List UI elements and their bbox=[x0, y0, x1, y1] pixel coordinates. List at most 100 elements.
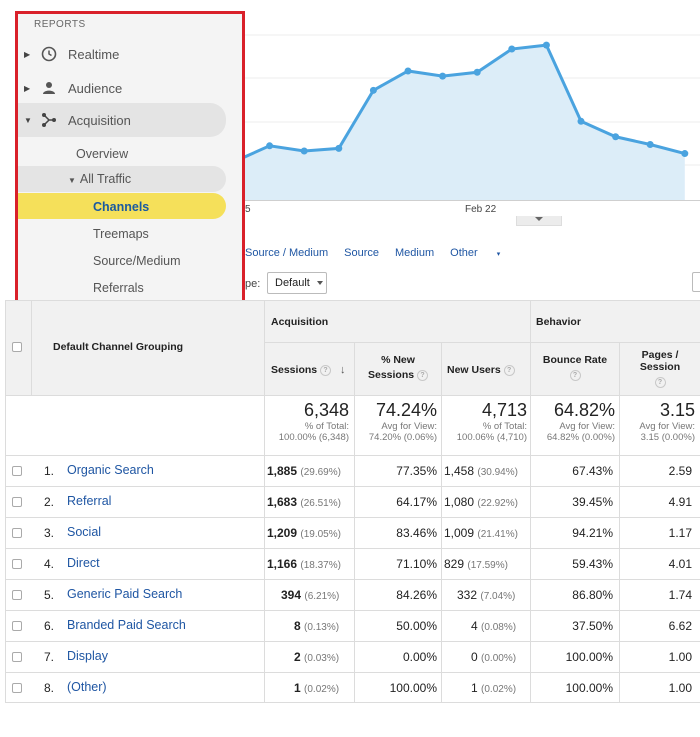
chevron-down-icon: ▾ bbox=[496, 251, 501, 258]
col-label: New Users bbox=[447, 364, 501, 376]
table-row[interactable]: 1. Organic Search 1,885 (29.69%) 77.35% … bbox=[5, 456, 700, 487]
channel-link[interactable]: Social bbox=[67, 525, 102, 539]
channel-link[interactable]: (Other) bbox=[67, 680, 107, 694]
sidebar-item-overview[interactable]: Overview bbox=[76, 147, 129, 161]
channel-link[interactable]: Direct bbox=[67, 556, 100, 570]
total-value: 3.15 bbox=[659, 400, 695, 420]
chart-data-point[interactable] bbox=[508, 45, 516, 53]
select-all-checkbox[interactable] bbox=[12, 342, 22, 352]
sidebar-item-treemaps[interactable]: Treemaps bbox=[93, 227, 149, 241]
new-users-cell: 1,009 (21.41%) bbox=[444, 526, 518, 540]
chart-data-point[interactable] bbox=[646, 141, 654, 149]
sessions-cell: 2 (0.03%) bbox=[294, 650, 339, 664]
divider bbox=[530, 300, 531, 703]
tab-source-medium[interactable]: Source / Medium bbox=[245, 247, 329, 259]
chart-data-point[interactable] bbox=[439, 72, 447, 80]
help-icon[interactable]: ? bbox=[569, 369, 581, 381]
sidebar-item-source-medium[interactable]: Source/Medium bbox=[93, 254, 181, 268]
tab-source[interactable]: Source bbox=[344, 247, 380, 259]
pages-session-cell: 1.74 bbox=[668, 588, 692, 602]
row-checkbox[interactable] bbox=[12, 497, 22, 507]
chart-data-point[interactable] bbox=[335, 144, 343, 152]
col-header-sessions[interactable]: Sessions ? ↓ bbox=[271, 364, 345, 376]
table-header bbox=[5, 300, 700, 395]
new-sessions-cell: 77.35% bbox=[396, 464, 437, 478]
total-sub: 74.20% (0.06%) bbox=[368, 432, 437, 443]
sessions-cell: 1,209 (19.05%) bbox=[267, 526, 341, 540]
total-value: 64.82% bbox=[553, 400, 615, 420]
channel-link[interactable]: Organic Search bbox=[67, 463, 154, 477]
pages-session-cell: 1.00 bbox=[668, 650, 692, 664]
col-header-new-sessions[interactable]: % New Sessions ? bbox=[357, 354, 439, 381]
partial-control[interactable] bbox=[692, 272, 700, 292]
channel-link[interactable]: Branded Paid Search bbox=[67, 618, 186, 632]
row-checkbox[interactable] bbox=[12, 621, 22, 631]
row-checkbox[interactable] bbox=[12, 590, 22, 600]
help-icon[interactable]: ? bbox=[654, 376, 666, 388]
help-icon[interactable]: ? bbox=[417, 369, 429, 381]
sidebar-item-audience[interactable]: ▶ Audience bbox=[18, 72, 122, 104]
chart-data-point[interactable] bbox=[473, 68, 481, 76]
sessions-pct: (0.03%) bbox=[304, 653, 340, 664]
dimension-header[interactable]: Default Channel Grouping bbox=[53, 341, 184, 353]
table-row[interactable]: 7. Display 2 (0.03%) 0.00% 0 (0.00%) 100… bbox=[5, 642, 700, 673]
chart-collapse-handle[interactable] bbox=[516, 216, 562, 226]
tab-medium[interactable]: Medium bbox=[395, 247, 435, 259]
sidebar-item-acquisition[interactable]: ▼ Acquisition bbox=[18, 104, 131, 136]
type-select[interactable]: Default bbox=[267, 272, 327, 294]
table-row[interactable]: 3. Social 1,209 (19.05%) 83.46% 1,009 (2… bbox=[5, 518, 700, 549]
divider bbox=[5, 486, 700, 487]
table-row[interactable]: 2. Referral 1,683 (26.51%) 64.17% 1,080 … bbox=[5, 487, 700, 518]
sidebar-item-channels[interactable]: Channels bbox=[93, 200, 150, 214]
channels-table: Default Channel Grouping Acquisition Beh… bbox=[5, 300, 700, 703]
channel-link[interactable]: Referral bbox=[67, 494, 112, 508]
chart-data-point[interactable] bbox=[612, 133, 620, 141]
channel-link[interactable]: Display bbox=[67, 649, 108, 663]
sort-down-arrow-icon: ↓ bbox=[339, 364, 346, 376]
chart-data-point[interactable] bbox=[404, 67, 412, 75]
chart-data-point[interactable] bbox=[369, 86, 377, 94]
chart-data-point[interactable] bbox=[266, 142, 274, 150]
pages-session-cell: 4.91 bbox=[668, 495, 692, 509]
new-users-cell: 829 (17.59%) bbox=[444, 557, 508, 571]
row-checkbox[interactable] bbox=[12, 652, 22, 662]
caret-down-icon: ▼ bbox=[24, 115, 32, 125]
help-icon[interactable]: ? bbox=[320, 364, 332, 376]
sidebar-item-realtime[interactable]: ▶ Realtime bbox=[18, 38, 119, 70]
chart-data-point[interactable] bbox=[681, 150, 689, 158]
table-row[interactable]: 8. (Other) 1 (0.02%) 100.00% 1 (0.02%) 1… bbox=[5, 673, 700, 703]
col-header-bounce-rate[interactable]: Bounce Rate? bbox=[533, 354, 617, 381]
chart-data-point[interactable] bbox=[542, 41, 550, 49]
col-header-new-users[interactable]: New Users ? bbox=[447, 364, 515, 376]
row-checkbox[interactable] bbox=[12, 466, 22, 476]
chevron-down-icon bbox=[535, 217, 543, 221]
new-users-cell: 1 (0.02%) bbox=[471, 681, 516, 695]
table-row[interactable]: 6. Branded Paid Search 8 (0.13%) 50.00% … bbox=[5, 611, 700, 642]
table-row[interactable]: 5. Generic Paid Search 394 (6.21%) 84.26… bbox=[5, 580, 700, 611]
divider bbox=[5, 641, 700, 642]
total-value: 6,348 bbox=[303, 400, 349, 420]
row-checkbox[interactable] bbox=[12, 528, 22, 538]
row-checkbox[interactable] bbox=[12, 683, 22, 693]
sidebar-item-all-traffic[interactable]: ▼ All Traffic bbox=[68, 172, 131, 186]
tab-other[interactable]: Other ▾ bbox=[450, 247, 516, 259]
chart-data-point[interactable] bbox=[577, 117, 585, 125]
sidebar-item-referrals[interactable]: Referrals bbox=[93, 281, 144, 295]
divider bbox=[264, 300, 265, 703]
help-icon[interactable]: ? bbox=[503, 364, 515, 376]
new-users-value: 0 bbox=[471, 650, 478, 664]
chart-data-point[interactable] bbox=[300, 147, 308, 155]
new-users-pct: (22.92%) bbox=[477, 498, 518, 509]
sessions-pct: (0.13%) bbox=[304, 622, 340, 633]
new-users-pct: (0.00%) bbox=[481, 653, 517, 664]
total-sessions: 6,348 % of Total: 100.00% (6,348) bbox=[267, 400, 349, 443]
new-users-cell: 1,458 (30.94%) bbox=[444, 464, 518, 478]
channel-link[interactable]: Generic Paid Search bbox=[67, 587, 183, 601]
sessions-value: 1,166 bbox=[267, 557, 298, 571]
chart-svg bbox=[245, 34, 700, 200]
group-header-acquisition: Acquisition bbox=[271, 316, 329, 328]
col-header-pages-session[interactable]: Pages / Session? bbox=[621, 349, 699, 388]
sessions-pct: (26.51%) bbox=[300, 498, 341, 509]
row-checkbox[interactable] bbox=[12, 559, 22, 569]
table-row[interactable]: 4. Direct 1,166 (18.37%) 71.10% 829 (17.… bbox=[5, 549, 700, 580]
